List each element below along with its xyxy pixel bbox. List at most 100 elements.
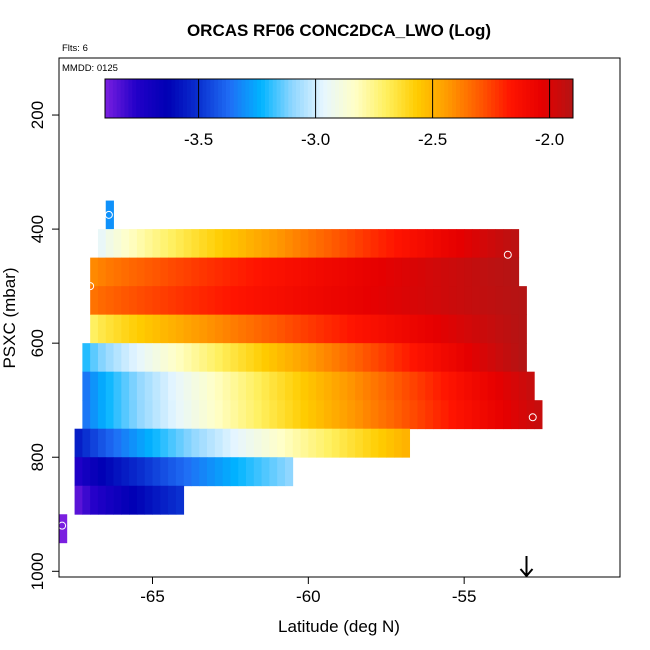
- heatmap-cell: [175, 314, 185, 344]
- colorbar-swatch: [202, 79, 207, 118]
- heatmap-cell: [277, 257, 286, 287]
- heatmap-cell: [199, 400, 208, 430]
- heatmap-cell: [300, 400, 309, 430]
- heatmap-cell: [316, 229, 325, 259]
- heatmap-cell: [308, 400, 317, 430]
- heatmap-cell: [362, 314, 372, 344]
- heatmap-cell: [160, 314, 169, 344]
- heatmap-cell: [284, 371, 294, 401]
- colorbar-swatch: [370, 79, 375, 118]
- heatmap-cell: [401, 343, 411, 373]
- heatmap-cell: [331, 314, 340, 344]
- chart-title: ORCAS RF06 CONC2DCA_LWO (Log): [187, 21, 491, 40]
- heatmap-cell: [370, 286, 379, 316]
- colorbar-swatch: [108, 79, 114, 118]
- heatmap-cell: [425, 229, 434, 259]
- colorbar-swatch: [420, 79, 426, 118]
- heatmap-cell: [238, 257, 247, 287]
- heatmap-cell: [238, 400, 247, 430]
- heatmap-cell: [269, 257, 278, 287]
- colorbar-swatch: [276, 79, 281, 118]
- heatmap-cell: [401, 371, 411, 401]
- plot-frame: [58, 57, 621, 578]
- heatmap-cell: [90, 400, 99, 430]
- colorbar-swatch: [374, 79, 379, 118]
- heatmap-cell: [456, 371, 465, 401]
- heatmap-cell: [175, 257, 185, 287]
- colorbar-swatch: [506, 79, 512, 118]
- heatmap-cell: [191, 257, 200, 287]
- heatmap-cell: [183, 343, 192, 373]
- heatmap-cell: [152, 286, 161, 316]
- heatmap-cell: [495, 371, 504, 401]
- heatmap-cell: [331, 257, 340, 287]
- heatmap-cell: [230, 457, 239, 487]
- heatmap-cell: [448, 257, 457, 287]
- colorbar-swatch: [296, 79, 301, 118]
- heatmap-cell: [292, 229, 301, 259]
- heatmap-cell: [284, 229, 294, 259]
- heatmap-cell: [456, 257, 465, 287]
- heatmap-cell: [456, 400, 465, 430]
- heatmap-cell: [121, 286, 130, 316]
- heatmap-cell: [136, 457, 146, 487]
- heatmap-cell: [136, 286, 146, 316]
- marker-point: [528, 413, 537, 422]
- heatmap-cell: [105, 457, 114, 487]
- heatmap-cell: [261, 229, 270, 259]
- y-tick-label: 1000: [28, 552, 47, 590]
- heatmap-cell: [277, 343, 286, 373]
- heatmap-cell: [90, 286, 99, 316]
- heatmap-cell: [464, 286, 473, 316]
- colorbar-swatch: [179, 79, 184, 118]
- heatmap-cell: [230, 286, 239, 316]
- heatmap-cell: [121, 343, 130, 373]
- heatmap-cell: [105, 200, 114, 230]
- heatmap-cell: [246, 371, 255, 401]
- colorbar-swatch: [561, 79, 566, 118]
- heatmap-cell: [144, 400, 153, 430]
- heatmap-cell: [136, 343, 146, 373]
- colorbar-swatch: [514, 79, 519, 118]
- heatmap-cell: [97, 400, 107, 430]
- heatmap-cell: [479, 314, 488, 344]
- heatmap-cell: [121, 428, 130, 458]
- colorbar-swatch: [167, 79, 172, 118]
- heatmap-cell: [230, 371, 239, 401]
- heatmap-cell: [129, 257, 138, 287]
- heatmap-cell: [456, 229, 465, 259]
- heatmap-cell: [370, 229, 379, 259]
- heatmap-cell: [479, 286, 488, 316]
- colorbar-swatch: [565, 79, 570, 118]
- heatmap-cell: [448, 314, 457, 344]
- heatmap-cell: [308, 371, 317, 401]
- colorbar-swatch: [444, 79, 449, 118]
- heatmap-cell: [362, 428, 372, 458]
- heatmap-cell: [409, 229, 418, 259]
- colorbar-swatch: [186, 79, 192, 118]
- heatmap-cell: [339, 229, 348, 259]
- colorbar-swatch: [331, 79, 336, 118]
- heatmap-cell: [510, 314, 520, 344]
- heatmap-cell: [300, 428, 309, 458]
- heatmap-cell: [323, 257, 333, 287]
- heatmap-cell: [433, 229, 442, 259]
- colorbar-swatch: [233, 79, 239, 118]
- heatmap-cell: [471, 257, 481, 287]
- heatmap-cell: [97, 229, 107, 259]
- colorbar-swatch: [346, 79, 352, 118]
- heatmap-cell: [362, 371, 372, 401]
- heatmap-cell: [214, 400, 224, 430]
- heatmap-cell: [152, 428, 161, 458]
- heatmap-cell: [284, 428, 294, 458]
- colorbar-swatch: [210, 79, 215, 118]
- heatmap-cell: [199, 286, 208, 316]
- heatmap-cell: [90, 371, 99, 401]
- heatmap-cell: [323, 428, 333, 458]
- heatmap-cell: [355, 371, 364, 401]
- heatmap-cell: [425, 343, 434, 373]
- heatmap-cell: [152, 257, 161, 287]
- colorbar-swatch: [366, 79, 371, 118]
- heatmap-cell: [339, 257, 348, 287]
- colorbar-swatch: [147, 79, 153, 118]
